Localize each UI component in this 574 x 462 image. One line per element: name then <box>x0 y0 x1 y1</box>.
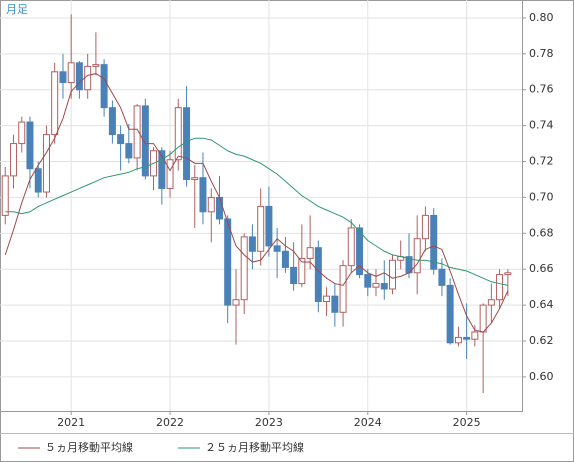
candle-body <box>141 105 149 177</box>
candle-body <box>133 105 141 159</box>
candle-body <box>257 205 265 252</box>
candle-body <box>496 274 504 301</box>
candle-body <box>479 304 487 333</box>
y-tick-label: 0.64 <box>529 298 554 311</box>
marks-layer <box>1 14 512 394</box>
x-tick-label: 2023 <box>255 416 283 429</box>
candle-body <box>59 71 67 84</box>
moving-average-line <box>4 73 509 333</box>
chart-label: 月足 <box>6 3 28 16</box>
candle-body <box>174 107 182 161</box>
candle-body <box>331 295 339 313</box>
candle-body <box>380 283 388 290</box>
candle-body <box>421 214 429 240</box>
candle-body <box>290 266 298 285</box>
x-tick-label: 2021 <box>57 416 85 429</box>
candle-body <box>504 272 512 276</box>
y-tick-label: 0.74 <box>529 119 554 132</box>
candle-body <box>92 64 100 67</box>
candle-body <box>298 257 306 285</box>
candle-body <box>166 159 174 189</box>
y-tick-label: 0.62 <box>529 334 554 347</box>
candle-body <box>84 65 92 91</box>
legend-label: ２５ヵ月移動平均線 <box>205 440 304 454</box>
candle-body <box>18 121 26 145</box>
candle-body <box>26 121 34 170</box>
candle-body <box>10 143 18 177</box>
candle-body <box>265 205 273 247</box>
y-tick-label: 0.68 <box>529 226 554 239</box>
candle-body <box>117 134 125 145</box>
candle-body <box>388 259 396 290</box>
candle-body <box>248 236 256 252</box>
candle-body <box>347 227 355 267</box>
candle-body <box>339 265 347 313</box>
candle-body <box>356 227 364 276</box>
legend-label: ５ヵ月移動平均線 <box>45 440 133 454</box>
y-tick-label: 0.72 <box>529 155 554 168</box>
y-tick-label: 0.66 <box>529 262 554 275</box>
moving-average-line <box>5 137 508 286</box>
candle-body <box>199 177 207 213</box>
candle-body <box>67 62 75 84</box>
y-tick-label: 0.80 <box>529 11 554 24</box>
candle-body <box>372 283 380 288</box>
candle-body <box>306 247 314 259</box>
candle-body <box>314 247 322 303</box>
candle-body <box>446 284 454 344</box>
candle-body <box>224 218 232 306</box>
candle-body <box>323 295 331 303</box>
candle-body <box>471 331 479 340</box>
x-tick-label: 2025 <box>453 416 481 429</box>
candle-body <box>438 268 446 286</box>
candle-body <box>413 238 421 274</box>
candle-body <box>232 299 240 306</box>
candle-body <box>125 143 133 159</box>
candle-body <box>487 299 495 306</box>
candle-body <box>34 168 42 193</box>
candle-body <box>100 64 108 109</box>
x-tick-label: 2024 <box>354 416 382 429</box>
y-tick-label: 0.76 <box>529 83 554 96</box>
candle-body <box>454 336 462 344</box>
candle-body <box>51 71 59 136</box>
candle-body <box>207 196 215 213</box>
y-tick-label: 0.60 <box>529 370 554 383</box>
candle-body <box>240 236 248 301</box>
candle-body <box>1 175 9 216</box>
candle-body <box>108 107 116 136</box>
candle-body <box>191 177 199 180</box>
candle-body <box>430 214 438 270</box>
y-tick-label: 0.78 <box>529 47 554 60</box>
candle-body <box>158 150 166 189</box>
y-tick-label: 0.70 <box>529 190 554 203</box>
candle-body <box>364 274 372 288</box>
x-tick-label: 2022 <box>156 416 184 429</box>
candle-body <box>463 336 471 340</box>
candle-body <box>42 134 50 193</box>
candle-body <box>75 62 83 91</box>
candle-body <box>273 245 281 252</box>
candle-body <box>281 250 289 268</box>
candle-body <box>215 196 223 220</box>
